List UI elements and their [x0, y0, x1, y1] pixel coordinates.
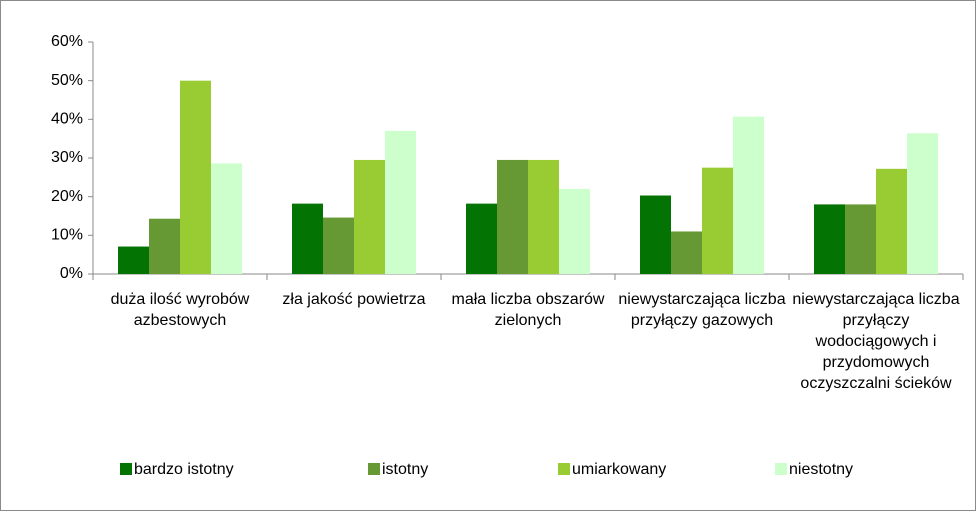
y-tick-label: 40%	[51, 111, 83, 128]
y-tick-label: 10%	[51, 227, 83, 244]
bar	[323, 217, 354, 274]
bar	[528, 159, 559, 274]
bar	[292, 203, 323, 274]
bar	[640, 195, 671, 274]
bar	[814, 204, 845, 274]
legend-label: niestotny	[789, 461, 853, 478]
bar	[559, 188, 590, 274]
bar	[385, 130, 416, 274]
legend-label: istotny	[382, 461, 428, 478]
legend-label: umiarkowany	[572, 461, 666, 478]
y-tick-label: 30%	[51, 149, 83, 166]
y-tick-label: 20%	[51, 188, 83, 205]
y-tick-label: 50%	[51, 72, 83, 89]
x-tick-label: niewystarczająca liczba przyłączy gazowy…	[618, 291, 786, 329]
y-tick-label: 0%	[60, 265, 83, 282]
legend-swatch	[775, 463, 787, 475]
bar	[466, 203, 497, 274]
bar	[211, 163, 242, 274]
legend-swatch	[368, 463, 380, 475]
legend-swatch	[558, 463, 570, 475]
bar	[845, 204, 876, 274]
bar	[907, 133, 938, 274]
x-tick-label: zła jakość powietrza	[282, 291, 426, 308]
legend-label: bardzo istotny	[134, 461, 234, 478]
bar	[702, 167, 733, 274]
bar	[733, 116, 764, 274]
y-tick-label: 60%	[51, 33, 83, 50]
x-tick-label: mała liczba obszarów zielonych	[451, 291, 605, 329]
x-tick-label: niewystarczająca liczba przyłączy wodoci…	[792, 291, 960, 392]
x-tick-label: duża ilość wyrobów azbestowych	[110, 291, 250, 329]
bar	[118, 246, 149, 274]
bar	[180, 80, 211, 275]
bar	[671, 231, 702, 274]
bar	[876, 168, 907, 274]
legend-swatch	[120, 463, 132, 475]
bar	[354, 159, 385, 274]
bar	[497, 159, 528, 274]
bar	[149, 218, 180, 274]
